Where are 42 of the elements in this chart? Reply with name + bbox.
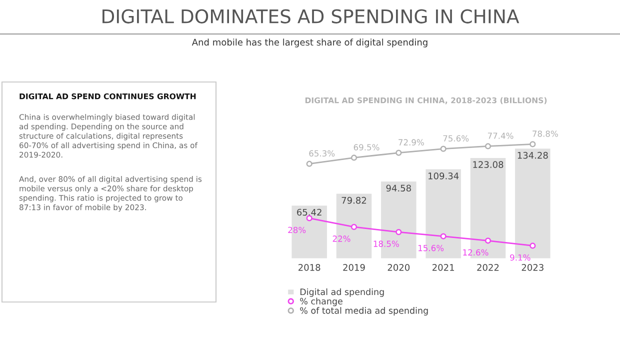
point	[306, 160, 312, 167]
x-tick-label: 2023	[522, 264, 544, 271]
chart-subtitle: And mobile has the largest share of digital spending	[192, 38, 428, 48]
data-label: 69.5%	[354, 144, 380, 150]
data-label: 65.3%	[309, 150, 335, 157]
data-label: 12.6%	[463, 249, 488, 256]
x-tick-label: 2018	[298, 264, 320, 271]
bar	[334, 192, 374, 259]
data-label: 18.5%	[374, 240, 399, 247]
point	[396, 150, 402, 156]
data-label: 15.6%	[418, 244, 444, 252]
data-label: 22%	[332, 236, 350, 242]
x-tick-label: 2022	[477, 264, 499, 271]
data-label: 65.42	[297, 208, 322, 216]
data-label: 123.08	[473, 161, 504, 168]
data-label: 77.4%	[488, 132, 514, 139]
data-label: 75.6%	[443, 135, 469, 142]
data-label: 79.82	[342, 196, 366, 204]
data-label: 9.1%	[510, 254, 530, 261]
data-label: 78.8%	[532, 130, 558, 137]
point	[530, 141, 536, 148]
point	[350, 154, 358, 161]
data-label: 94.58	[386, 184, 411, 192]
point	[396, 228, 402, 236]
x-tick-label: 2021	[432, 264, 454, 271]
x-tick-label: 2019	[343, 264, 365, 271]
data-label: 109.34	[428, 172, 459, 180]
bar	[290, 204, 328, 259]
legend-label: % change	[300, 298, 342, 306]
point	[484, 143, 492, 150]
data-label: 72.9%	[398, 139, 424, 146]
point	[530, 242, 536, 249]
point	[440, 146, 446, 152]
legend-label: % of total media ad spending	[300, 307, 428, 316]
legend-label: Digital ad spending	[300, 288, 384, 297]
x-tick-label: 2020	[388, 264, 410, 271]
point	[484, 238, 492, 244]
chart-title: DIGITAL DOMINATES AD SPENDING IN CHINA	[102, 9, 520, 24]
point	[350, 224, 358, 230]
data-label: 134.28	[518, 152, 548, 159]
data-label: 28%	[288, 226, 306, 234]
point	[440, 233, 446, 240]
